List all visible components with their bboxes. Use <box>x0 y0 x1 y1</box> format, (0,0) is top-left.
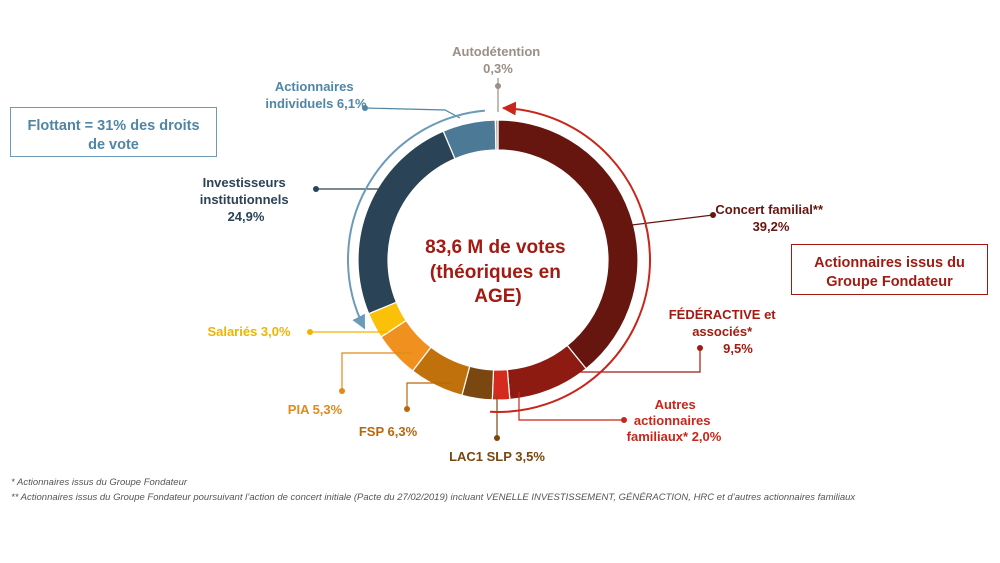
leader-dot-9 <box>307 329 313 335</box>
float-box-line2: de vote <box>88 137 139 153</box>
float-box-line1: Flottant = 31% des droits <box>27 118 200 134</box>
slice-2 <box>491 368 511 401</box>
leader-dot-7 <box>404 406 410 412</box>
founder-box-line1: Actionnaires issus du <box>814 255 965 271</box>
label-individuels-value: individuels 6,1% <box>265 96 367 111</box>
founder-group-box: Actionnaires issus du Groupe Fondateur <box>791 244 988 295</box>
leader-line-1 <box>364 107 461 119</box>
label-autres-value: familiaux* 2,0% <box>627 429 722 444</box>
leader-dot-1 <box>362 105 368 111</box>
label-individuels: Actionnaires individuels 6,1% <box>265 79 367 111</box>
leader-line-4 <box>580 348 701 373</box>
label-autodetention-name: Autodétention <box>452 44 540 59</box>
label-federactive-name2: associés* <box>692 324 753 339</box>
donut-chart: 83,6 M de votes (théoriques en AGE) Auto… <box>200 44 826 464</box>
founder-box-line2: Groupe Fondateur <box>826 274 953 290</box>
founder-group-arc <box>489 101 651 413</box>
label-autodetention: Autodétention 0,3% <box>452 44 544 76</box>
label-autres-name1: Autres <box>655 397 696 412</box>
label-lac1: LAC1 SLP 3,5% <box>449 449 545 464</box>
center-label: 83,6 M de votes (théoriques en AGE) <box>425 237 571 307</box>
label-federactive-name1: FÉDÉRACTIVE et <box>669 307 777 322</box>
float-arc <box>347 109 486 330</box>
leader-dot-5 <box>621 417 627 423</box>
label-institutionnels-name1: Investisseurs <box>203 175 286 190</box>
leader-dot-0 <box>495 83 501 89</box>
leader-line-5 <box>518 392 624 421</box>
leader-lines <box>307 78 716 441</box>
label-autres: Autres actionnaires familiaux* 2,0% <box>627 397 722 444</box>
float-box: Flottant = 31% des droits de vote <box>10 107 217 157</box>
label-concert-name: Concert familial** <box>715 202 824 217</box>
donut-slices <box>357 119 639 401</box>
leader-dot-2 <box>313 186 319 192</box>
label-concert-value: 39,2% <box>753 219 790 234</box>
footnote-2: ** Actionnaires issus du Groupe Fondateu… <box>11 492 856 503</box>
label-institutionnels-name2: institutionnels <box>200 192 289 207</box>
label-autodetention-value: 0,3% <box>483 61 513 76</box>
label-pia: PIA 5,3% <box>288 402 343 417</box>
leader-dot-6 <box>494 435 500 441</box>
leader-dot-3 <box>710 212 716 218</box>
center-line-3: AGE) <box>474 286 522 307</box>
center-line-1: 83,6 M de votes <box>425 237 565 258</box>
footnote-1: * Actionnaires issus du Groupe Fondateur <box>11 477 188 488</box>
label-institutionnels: Investisseurs institutionnels 24,9% <box>200 175 292 224</box>
leader-dot-4 <box>697 345 703 351</box>
slice-9 <box>494 119 499 151</box>
label-autres-name2: actionnaires <box>634 413 711 428</box>
slice-7 <box>357 130 456 315</box>
label-federactive: FÉDÉRACTIVE et associés* 9,5% <box>669 307 780 356</box>
leader-line-7 <box>406 382 452 409</box>
leader-dot-8 <box>339 388 345 394</box>
label-individuels-name: Actionnaires <box>275 79 354 94</box>
leader-line-8 <box>341 352 412 391</box>
label-institutionnels-value: 24,9% <box>228 209 265 224</box>
label-federactive-value: 9,5% <box>723 341 753 356</box>
label-salaries: Salariés 3,0% <box>207 324 291 339</box>
label-concert: Concert familial** 39,2% <box>715 202 826 234</box>
center-line-2: (théoriques en <box>430 262 561 283</box>
label-fsp: FSP 6,3% <box>359 424 418 439</box>
